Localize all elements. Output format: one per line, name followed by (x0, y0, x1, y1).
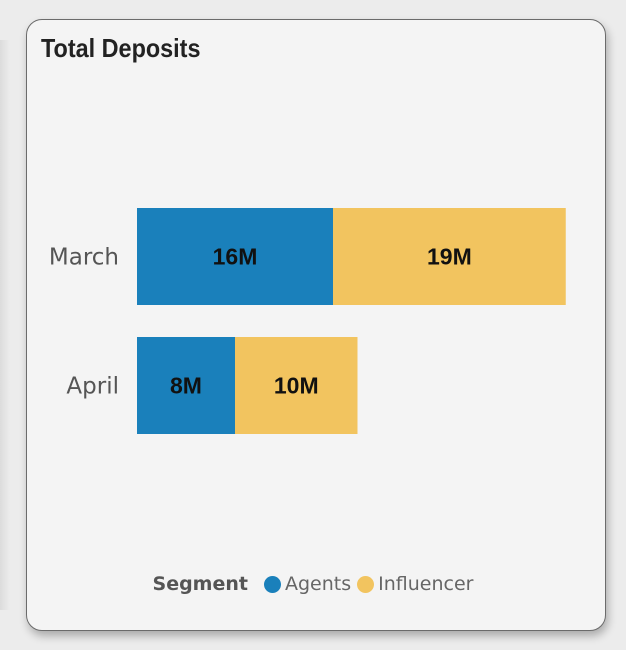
chart-title: Total Deposits (41, 33, 201, 63)
data-label-april-influencer: 10M (274, 373, 319, 399)
category-label-april: April (66, 374, 119, 400)
bar-april-influencer[interactable] (235, 337, 358, 434)
legend-label-influencer: Influencer (378, 573, 474, 595)
bar-plot-area[interactable]: March 16M 19M April 8M 10M (27, 20, 605, 630)
bar-april-agents[interactable] (137, 337, 235, 434)
category-label-march: March (49, 245, 119, 271)
legend-label-agents: Agents (284, 573, 352, 595)
legend-title: Segment (152, 573, 248, 595)
data-label-march-agents: 16M (213, 244, 258, 270)
legend-dot-agents-icon (263, 575, 281, 593)
legend[interactable]: Segment Agents Influencer (27, 573, 605, 595)
data-label-march-influencer: 19M (427, 244, 472, 270)
bar-march-influencer[interactable] (333, 208, 566, 305)
bar-march-agents[interactable] (137, 208, 333, 305)
data-label-april-agents: 8M (170, 373, 202, 399)
chart-card[interactable]: Total Deposits March 16M 19M April 8M 10M Seg… (26, 19, 606, 631)
adjacent-visual-shadow (0, 40, 10, 610)
legend-item-agents[interactable]: Agents (263, 573, 352, 595)
legend-dot-influencer-icon (357, 575, 375, 593)
legend-item-influencer[interactable]: Influencer (357, 573, 473, 595)
